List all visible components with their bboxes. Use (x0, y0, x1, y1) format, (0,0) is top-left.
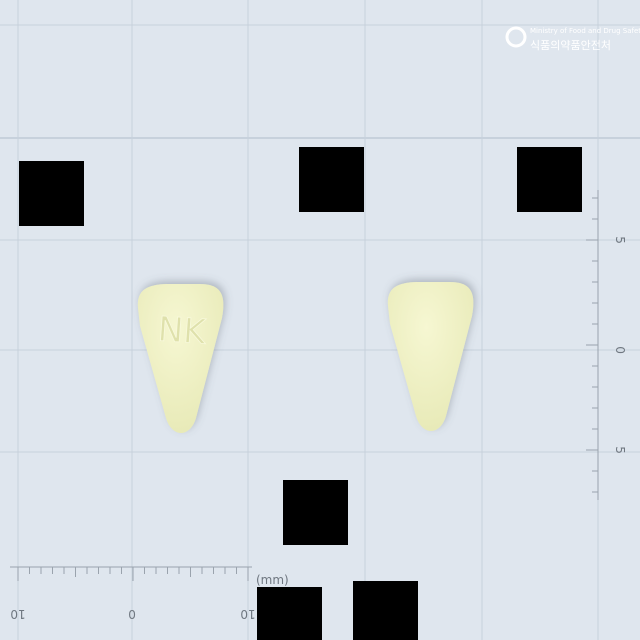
ruler-label: 10 (10, 607, 25, 621)
pill-back (387, 282, 474, 431)
bottom-ruler: 10 0 10 (mm) (10, 566, 289, 621)
pill-imprint: NK (157, 309, 209, 352)
right-ruler: 5 0 5 (586, 190, 627, 500)
logo-korean: 식품의약품안전처 (530, 38, 611, 52)
ruler-label: 10 (240, 607, 255, 621)
ruler-label: 0 (128, 607, 136, 621)
redactions (19, 147, 582, 640)
ruler-label: 0 (613, 346, 627, 354)
ruler-label: 5 (613, 446, 627, 454)
ruler-unit: (mm) (256, 573, 289, 587)
pill-front (137, 284, 224, 433)
ruler-label: 5 (613, 236, 627, 244)
logo: Ministry of Food and Drug Safety 식품의약품안전… (505, 26, 640, 52)
logo-english: Ministry of Food and Drug Safety (530, 27, 640, 35)
